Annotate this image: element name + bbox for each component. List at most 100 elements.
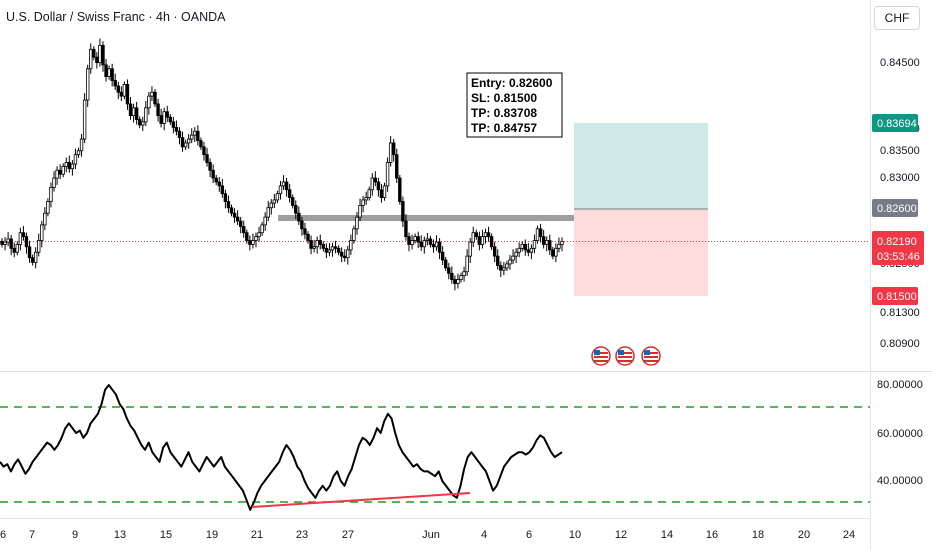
stop-loss-zone[interactable] <box>574 209 708 296</box>
candle <box>367 189 371 198</box>
candle <box>147 95 151 109</box>
time-axis[interactable]: 7 9 13 15 19 21 23 27 Jun 4 6 10 12 14 16 18 20 24 26 <box>0 529 855 541</box>
candle <box>9 238 13 249</box>
candle <box>453 279 457 284</box>
candle <box>544 240 549 245</box>
candle <box>526 249 531 253</box>
candle <box>43 212 47 226</box>
candle <box>529 247 534 253</box>
candle <box>502 267 506 271</box>
candle <box>49 187 53 202</box>
candle <box>376 181 381 191</box>
candle <box>361 199 365 206</box>
divergence-trendline[interactable] <box>251 492 471 508</box>
candle <box>263 216 267 226</box>
countdown-label: 03:53:46 <box>877 251 920 263</box>
trade-annotation[interactable]: Entry: 0.82600 SL: 0.81500 TP: 0.83708 T… <box>466 72 563 138</box>
price-tag-label: 0.81500 <box>877 291 917 303</box>
candle <box>535 228 540 241</box>
candle <box>202 146 206 156</box>
candle <box>122 84 127 97</box>
candle <box>364 197 368 201</box>
annotation-sl: SL: 0.81500 <box>471 91 537 105</box>
candle <box>174 126 179 132</box>
candle <box>431 244 436 248</box>
candle <box>462 271 466 277</box>
price-tag-entry: 0.82600 <box>872 199 918 217</box>
candle <box>517 247 521 253</box>
price-tag-label: 0.83694 <box>877 118 917 130</box>
candle <box>70 163 75 170</box>
candle <box>284 181 289 191</box>
currency-button[interactable]: CHF <box>874 6 920 30</box>
candle <box>489 236 494 248</box>
candle <box>190 134 194 140</box>
chart-title: U.S. Dollar / Swiss Franc · 4h · OANDA <box>6 10 226 24</box>
candle <box>248 240 252 245</box>
candle <box>557 244 561 249</box>
candle <box>232 212 237 218</box>
candle <box>156 103 160 117</box>
candle <box>223 193 228 202</box>
candle <box>18 232 23 245</box>
candle <box>349 240 353 251</box>
time-tick: 21 <box>251 529 263 541</box>
candle <box>456 279 460 284</box>
candle <box>499 265 503 271</box>
us-flag-icon[interactable] <box>615 346 635 366</box>
candle <box>477 236 482 245</box>
candle <box>165 111 169 118</box>
candle <box>505 263 509 269</box>
price-tick: 0.83500 <box>880 145 920 157</box>
key-level-line[interactable] <box>278 215 574 221</box>
candle <box>379 189 384 198</box>
us-flag-icon[interactable] <box>591 346 611 366</box>
candle <box>444 259 448 269</box>
time-tick: 24 <box>843 529 855 541</box>
take-profit-zone[interactable] <box>574 123 708 209</box>
price-tag-sl: 0.81500 <box>872 287 918 305</box>
candle <box>541 236 546 245</box>
candle <box>382 185 387 198</box>
candlestick-series <box>0 38 564 291</box>
time-tick: 4 <box>481 529 487 541</box>
candle <box>355 216 359 230</box>
candle <box>275 193 280 201</box>
candle <box>138 119 142 126</box>
candle <box>422 240 426 248</box>
candle <box>6 238 10 243</box>
candle <box>437 241 442 253</box>
candle <box>113 80 117 87</box>
candle <box>153 91 157 105</box>
candle <box>303 228 307 235</box>
rsi-line[interactable] <box>0 384 563 511</box>
candle <box>425 238 430 241</box>
candle <box>281 181 286 187</box>
candle <box>52 177 56 188</box>
candle <box>300 220 304 230</box>
candle <box>116 85 120 93</box>
candle <box>199 140 203 148</box>
candle <box>226 201 231 209</box>
annotation-box <box>466 72 563 138</box>
candle <box>272 199 277 204</box>
price-tick: 0.81300 <box>880 307 920 319</box>
candle <box>235 216 240 222</box>
candle <box>40 224 44 241</box>
annotation-entry: Entry: 0.82600 <box>471 76 553 90</box>
candle <box>251 240 255 245</box>
rsi-axis[interactable]: 80.00000 60.00000 40.00000 <box>877 379 923 487</box>
candle <box>523 244 527 251</box>
price-tag-label: 0.82190 <box>877 236 917 248</box>
candle <box>294 205 298 214</box>
candle <box>211 169 215 179</box>
time-tick: 15 <box>160 529 172 541</box>
candle <box>229 207 234 214</box>
candle <box>150 91 154 97</box>
us-flag-icon[interactable] <box>641 346 661 366</box>
time-tick: 20 <box>798 529 810 541</box>
rsi-tick: 40.00000 <box>877 475 923 487</box>
candle <box>95 56 99 63</box>
candle <box>339 251 344 257</box>
